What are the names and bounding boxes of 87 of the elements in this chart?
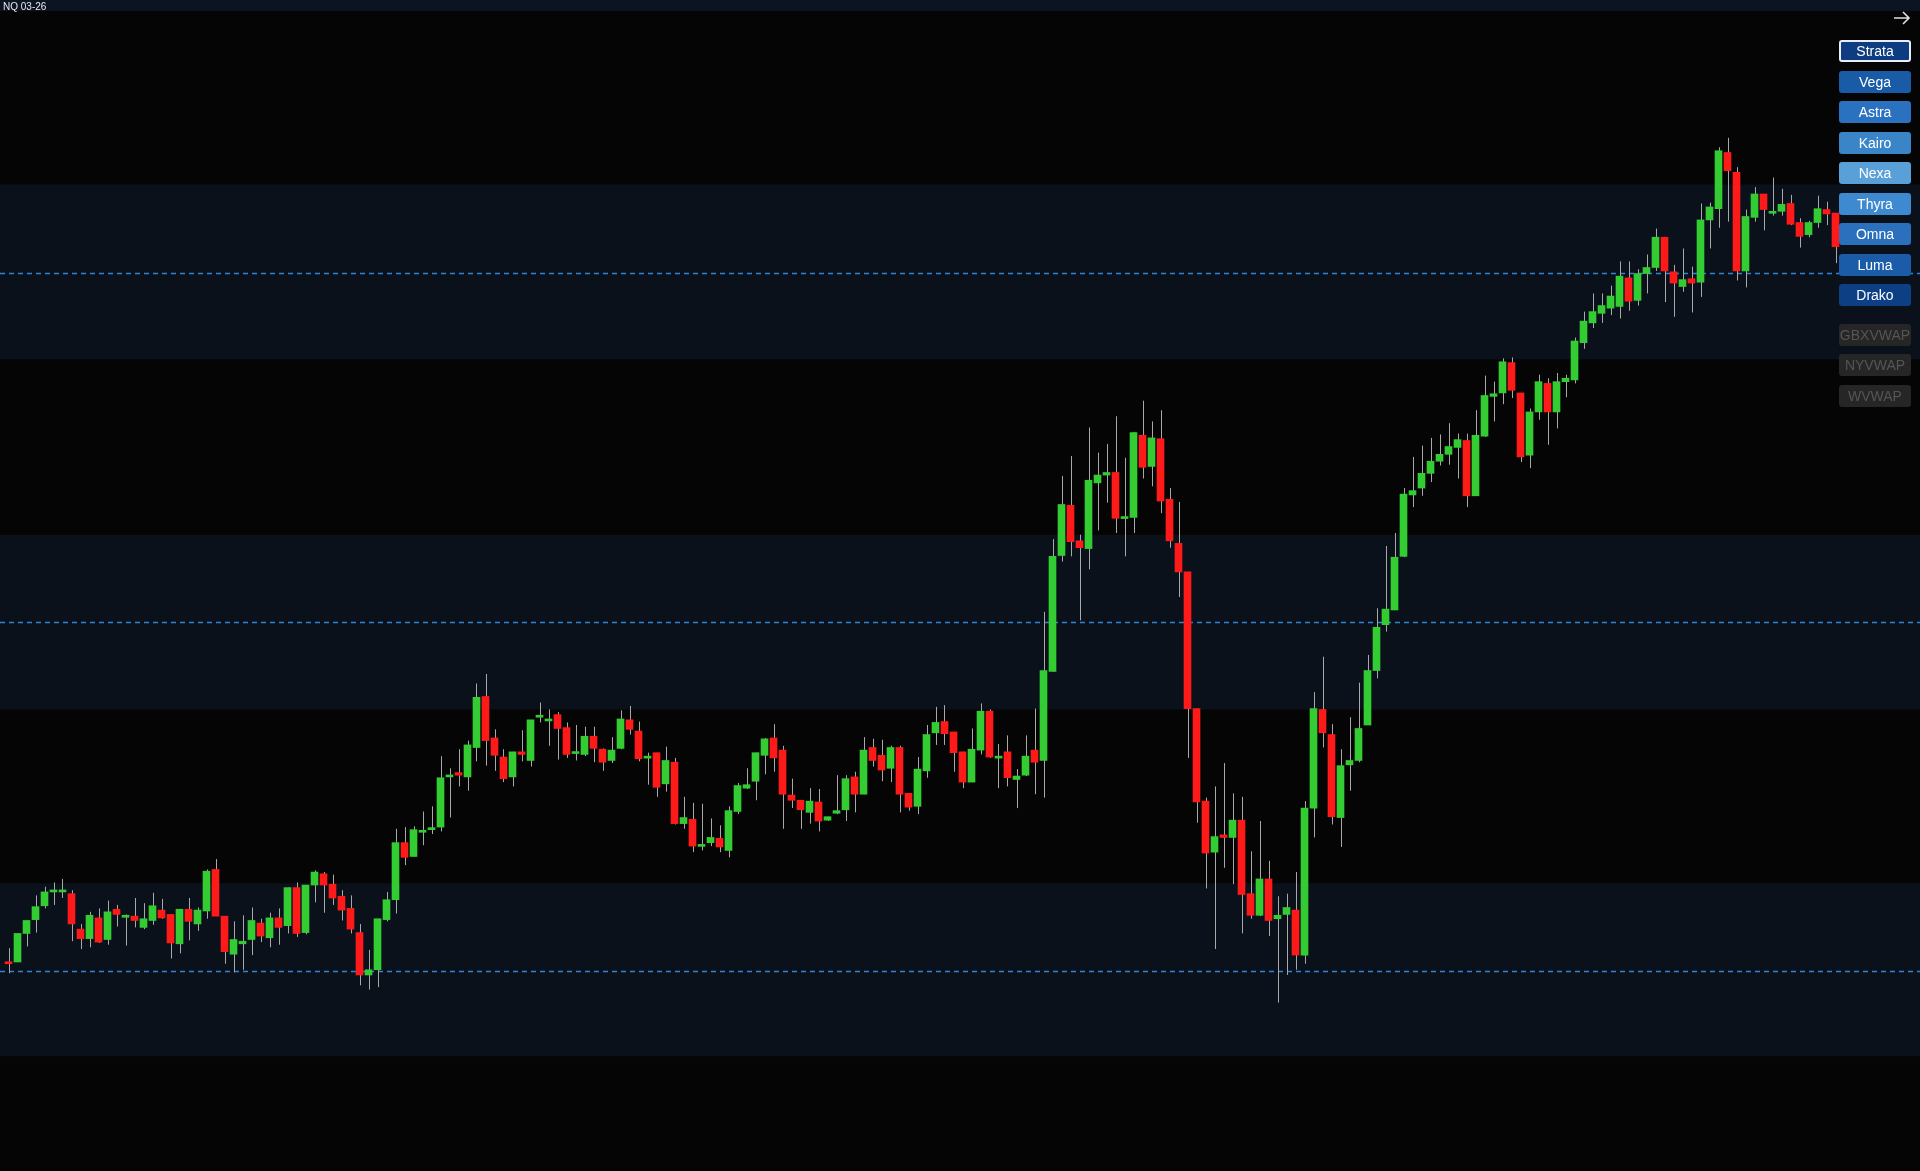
candlestick [148, 892, 157, 926]
candlestick [418, 811, 427, 846]
candlestick [1408, 456, 1417, 508]
candlestick [112, 904, 121, 928]
candlestick [1678, 247, 1687, 293]
candlestick [868, 738, 877, 768]
candlestick [1588, 292, 1597, 329]
text: Nexa [1839, 162, 1911, 184]
candlestick [364, 949, 373, 991]
candlestick [22, 919, 31, 947]
candlestick [517, 729, 526, 762]
candlestick [1768, 177, 1777, 217]
candlestick [499, 748, 508, 783]
candlestick [697, 803, 706, 851]
candlestick [571, 724, 580, 761]
candlestick [1489, 381, 1498, 422]
candlestick [1777, 188, 1786, 217]
text: Drako [1839, 284, 1911, 306]
candlestick [346, 894, 355, 934]
candlestick [850, 771, 859, 813]
candlestick [1813, 195, 1822, 229]
candlestick [1246, 850, 1255, 920]
candlestick [76, 923, 85, 950]
candlestick [1075, 534, 1084, 621]
candlestick [625, 705, 634, 736]
candlestick [886, 745, 895, 783]
candlestick [1021, 734, 1030, 777]
candlestick [535, 702, 544, 723]
candlestick [490, 728, 499, 772]
candlestick [1120, 457, 1129, 557]
candlestick [940, 704, 949, 746]
candlestick [805, 787, 814, 825]
candlestick [121, 913, 130, 947]
candlestick [760, 737, 769, 775]
candlestick [130, 897, 139, 928]
text: Luma [1839, 253, 1911, 276]
candlestick [319, 871, 328, 914]
candlestick [1723, 137, 1732, 223]
candlestick [1444, 422, 1453, 466]
candlestick [1453, 433, 1462, 480]
text: Strata [1839, 40, 1911, 62]
candlestick [1426, 437, 1435, 483]
candlestick [580, 726, 589, 757]
candlestick [1282, 893, 1291, 976]
candlestick [454, 748, 463, 787]
candlestick [1435, 433, 1444, 467]
candlestick [706, 817, 715, 847]
text: Kairo [1839, 131, 1911, 154]
candlestick [1669, 264, 1678, 318]
candlestick [1579, 311, 1588, 350]
candlestick [553, 711, 562, 761]
candlestick [1822, 201, 1831, 226]
text: Thyra [1839, 192, 1911, 215]
candlestick [247, 907, 256, 956]
candlestick [1210, 785, 1219, 950]
candlestick [787, 778, 796, 809]
chart-title: NQ 03-26 [3, 1, 47, 12]
text: Astra [1839, 101, 1911, 123]
candlestick [274, 907, 283, 946]
candlestick [679, 796, 688, 830]
candlestick [1642, 254, 1651, 294]
candlestick [931, 706, 940, 746]
candlestick [1381, 545, 1390, 633]
candlestick [139, 902, 148, 930]
candlestick [796, 799, 805, 830]
candlestick [1759, 193, 1768, 231]
candlestick [1345, 716, 1354, 792]
candlestick [427, 805, 436, 835]
candlestick [1786, 194, 1795, 226]
candlestick [400, 826, 409, 866]
candlestick [1795, 217, 1804, 249]
candlestick [1030, 708, 1039, 795]
candlestick [589, 726, 598, 763]
candlestick [229, 920, 238, 973]
candlestick [382, 891, 391, 922]
candlestick [1597, 292, 1606, 324]
candlestick [1687, 266, 1696, 313]
candlestick [1228, 792, 1237, 885]
text: Vega [1839, 70, 1911, 93]
candlestick [607, 736, 616, 764]
candlestick [184, 897, 193, 941]
candlestick [31, 894, 40, 934]
candlestick [949, 731, 958, 773]
candlestick [832, 774, 841, 815]
candlestick [598, 747, 607, 772]
candlestick [4, 947, 13, 974]
text: Omna [1839, 223, 1911, 245]
